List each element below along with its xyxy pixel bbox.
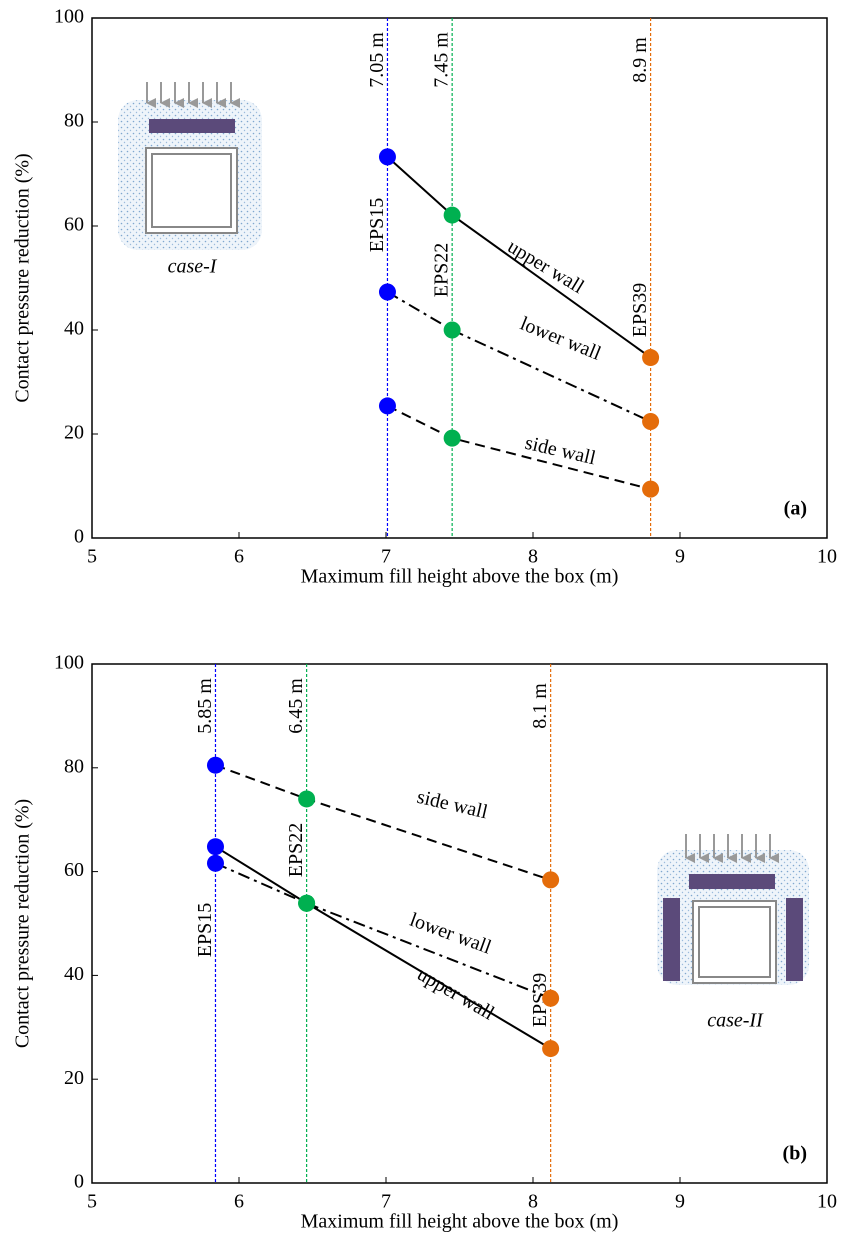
y-axis-label: Contact pressure reduction (%) — [12, 153, 34, 402]
y-tick-label: 100 — [54, 652, 84, 674]
y-tick-label: 0 — [74, 1171, 84, 1193]
panel-label: (b) — [783, 1143, 807, 1165]
height-label: 6.45 m — [285, 678, 307, 734]
x-axis-label: Maximum fill height above the box (m) — [301, 1211, 619, 1233]
series-line — [215, 764, 551, 881]
inset-label: case-I — [168, 256, 218, 278]
inset-label: case-II — [707, 1010, 764, 1032]
x-tick-label: 8 — [528, 546, 538, 568]
data-point — [378, 148, 396, 166]
material-label: EPS39 — [629, 283, 651, 337]
data-point — [298, 894, 316, 912]
x-tick-label: 7 — [381, 1191, 391, 1213]
height-label: 7.05 m — [366, 32, 388, 88]
x-tick-label: 7 — [381, 546, 391, 568]
x-tick-label: 10 — [817, 1191, 837, 1213]
data-point — [378, 397, 396, 415]
y-tick-label: 40 — [64, 963, 84, 985]
inset-case-i — [118, 82, 262, 250]
y-tick-label: 40 — [64, 318, 84, 340]
x-tick-label: 6 — [234, 1191, 244, 1213]
series-label: upper wall — [504, 235, 589, 298]
data-point — [443, 321, 461, 339]
plot-frame — [91, 17, 828, 539]
material-label: EPS15 — [366, 198, 388, 252]
height-label: 5.85 m — [194, 678, 216, 734]
series-label: side wall — [523, 432, 598, 470]
data-point — [642, 413, 660, 431]
x-tick-label: 10 — [817, 546, 837, 568]
height-label: 8.1 m — [529, 683, 551, 729]
material-label: EPS15 — [194, 903, 216, 957]
material-label: EPS39 — [529, 973, 551, 1027]
y-tick-label: 60 — [64, 859, 84, 881]
series-line — [215, 862, 552, 1000]
y-tick-label: 80 — [64, 110, 84, 132]
data-point — [542, 989, 560, 1007]
y-tick-label: 100 — [54, 6, 84, 28]
height-label: 7.45 m — [431, 32, 453, 88]
y-tick-label: 80 — [64, 755, 84, 777]
series-label: lower wall — [517, 313, 604, 365]
panel-label: (a) — [784, 498, 807, 520]
data-point — [642, 349, 660, 367]
y-tick-label: 20 — [64, 1067, 84, 1089]
x-axis-label: Maximum fill height above the box (m) — [301, 566, 619, 588]
inset-case-ii — [657, 834, 809, 985]
y-tick-label: 20 — [64, 422, 84, 444]
data-point — [542, 871, 560, 889]
series-label: upper wall — [413, 963, 498, 1025]
series-label: side wall — [415, 786, 490, 824]
y-axis-label: Contact pressure reduction (%) — [12, 799, 34, 1048]
data-point — [206, 854, 224, 872]
data-point — [443, 429, 461, 447]
material-label: EPS22 — [431, 243, 453, 297]
data-point — [378, 283, 396, 301]
y-tick-label: 0 — [74, 526, 84, 548]
data-point — [642, 480, 660, 498]
series-line — [387, 405, 651, 491]
x-tick-label: 5 — [87, 546, 97, 568]
data-point — [206, 756, 224, 774]
x-tick-label: 8 — [528, 1191, 538, 1213]
material-label: EPS22 — [285, 823, 307, 877]
x-tick-label: 9 — [675, 1191, 685, 1213]
plot-frame — [91, 663, 828, 1184]
data-point — [443, 206, 461, 224]
x-tick-label: 6 — [234, 546, 244, 568]
data-point — [298, 790, 316, 808]
height-label: 8.9 m — [629, 37, 651, 83]
data-point — [206, 838, 224, 856]
series-line — [214, 845, 552, 1050]
series-label: lower wall — [407, 909, 495, 959]
data-point — [542, 1040, 560, 1058]
series-line — [386, 291, 652, 423]
x-tick-label: 5 — [87, 1191, 97, 1213]
y-tick-label: 60 — [64, 214, 84, 236]
x-tick-label: 9 — [675, 546, 685, 568]
